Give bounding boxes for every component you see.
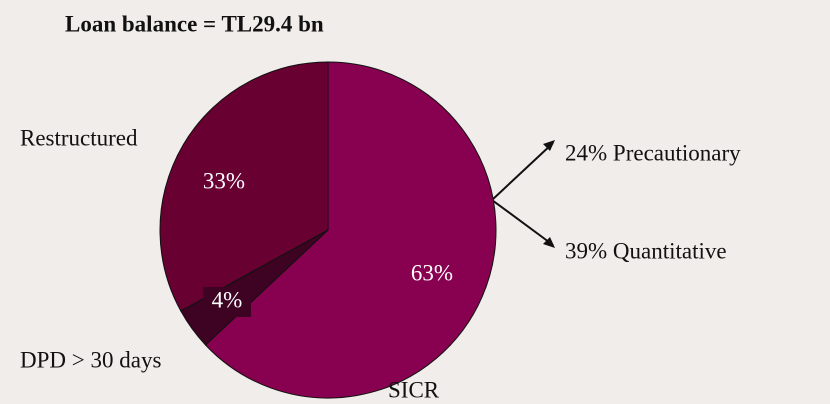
label-box — [203, 287, 251, 317]
chart-title: Loan balance = TL29.4 bn — [65, 11, 324, 36]
pie — [159, 61, 497, 399]
slice-category-label: SICR — [388, 377, 440, 402]
arrow-head — [543, 237, 555, 248]
slice-value-label: 33% — [203, 168, 245, 193]
pie-slice — [159, 61, 329, 312]
arrow-head — [543, 140, 555, 151]
annotation: 24% Precautionary — [565, 140, 741, 165]
arrow-lines — [490, 142, 554, 246]
pie-slice — [204, 61, 497, 399]
slice-value-label: 63% — [411, 260, 453, 285]
annotation: 39% Quantitative — [565, 238, 727, 263]
slice-category-label: DPD > 30 days — [20, 347, 161, 372]
slice-category-label: Restructured — [20, 125, 138, 150]
arrows — [490, 142, 554, 246]
slice-value-label: 4% — [212, 287, 243, 312]
